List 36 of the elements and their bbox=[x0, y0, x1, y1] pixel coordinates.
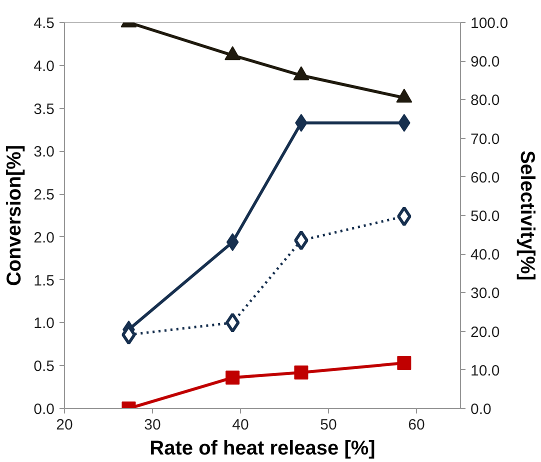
x-tick-label: 50 bbox=[320, 416, 337, 434]
y2-tick-label: 30.0 bbox=[470, 285, 500, 302]
x-tick-label: 40 bbox=[232, 416, 249, 434]
y2-tick-label: 0.0 bbox=[470, 401, 492, 418]
y2-tick-label: 40.0 bbox=[470, 246, 500, 264]
y-tick-label: 3.5 bbox=[34, 100, 55, 118]
point bbox=[397, 206, 412, 226]
y-tick-label: 0.5 bbox=[34, 358, 55, 376]
y-tick-label: 0.0 bbox=[34, 401, 55, 418]
x-axis-title: Rate of heat release [%] bbox=[150, 438, 376, 460]
point bbox=[225, 312, 240, 333]
y2-tick-label: 20.0 bbox=[470, 324, 500, 341]
y2-tick-label: 60.0 bbox=[470, 169, 500, 186]
y2-tick-label: 100.0 bbox=[470, 15, 508, 32]
x-tick-label: 20 bbox=[56, 416, 73, 434]
y-tick-label: 2.0 bbox=[34, 229, 55, 246]
y2-tick-label: 90.0 bbox=[470, 54, 500, 71]
y2-tick-label: 10.0 bbox=[470, 362, 500, 380]
y2-tick-label: 70.0 bbox=[470, 130, 500, 148]
y-tick-label: 2.5 bbox=[34, 186, 55, 204]
point bbox=[294, 230, 308, 250]
x-tick-label: 60 bbox=[408, 416, 425, 434]
point bbox=[226, 233, 239, 252]
y2-axis-title: Selectivity[%] bbox=[516, 150, 538, 281]
y-tick-label: 1.5 bbox=[34, 272, 55, 290]
y2-tick-label: 80.0 bbox=[470, 92, 500, 110]
y-tick-label: 3.0 bbox=[34, 144, 55, 161]
point bbox=[397, 356, 412, 370]
x-tick-label: 30 bbox=[144, 416, 161, 434]
y-tick-label: 1.0 bbox=[34, 315, 55, 332]
y-tick-label: 4.5 bbox=[34, 15, 55, 32]
y2-tick-label: 50.0 bbox=[470, 208, 500, 225]
y-tick-label: 4.0 bbox=[34, 58, 55, 75]
y-axis-title: Conversion[%] bbox=[4, 144, 26, 286]
point bbox=[226, 370, 240, 385]
point bbox=[294, 365, 308, 380]
